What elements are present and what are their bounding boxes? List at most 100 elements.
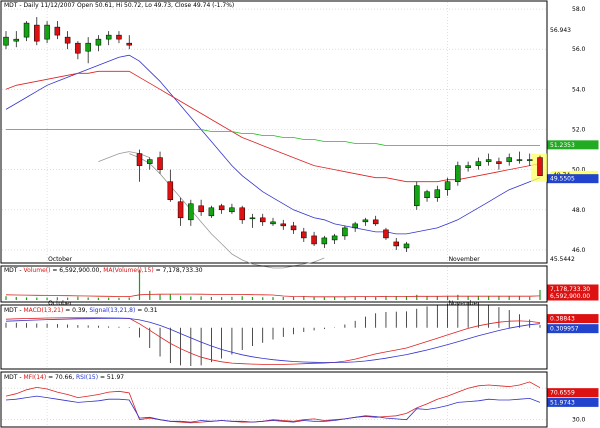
- price-tick-label: 56.0: [572, 46, 586, 53]
- price-badge-sma50-bg: [547, 140, 599, 150]
- candle-body: [465, 165, 471, 168]
- candle-body: [393, 241, 399, 247]
- mfi-rsi-grid: [2, 373, 546, 427]
- price-badge: 45.5442: [550, 256, 575, 263]
- candle-body: [424, 191, 430, 199]
- candle-body: [3, 36, 9, 46]
- candle-body: [485, 159, 492, 162]
- price-panel: OctoberNovemberDecember 58.056.054.052.0…: [0, 0, 599, 269]
- mfi-value: = 70.66,: [46, 374, 76, 381]
- price-title: MDT - Daily 11/12/2007 Open 50.61, Hi 50…: [4, 2, 234, 9]
- volume-title-prefix: MDT -: [4, 267, 23, 274]
- candle-body: [75, 42, 81, 54]
- candle-body: [290, 225, 297, 231]
- candle-body: [496, 161, 502, 164]
- candle-body: [157, 157, 163, 170]
- candle-body: [455, 165, 461, 182]
- candle-body: [352, 223, 358, 229]
- candle-body: [321, 237, 328, 245]
- candle-body: [64, 36, 71, 44]
- price-candles: [3, 17, 547, 252]
- series-sma-20: [5, 70, 541, 183]
- volume-ma-name: MA(Volume(),15): [103, 267, 154, 274]
- candle-body: [414, 185, 420, 207]
- mfi-line: [5, 381, 541, 424]
- candle-body: [506, 157, 512, 162]
- mfi-series-name: MFI(14): [23, 374, 46, 381]
- price-badge-sma50: 51.2353: [550, 142, 575, 149]
- candle-body: [362, 219, 369, 223]
- month-label-october: October: [48, 256, 73, 263]
- mfi-badge: 70.6559: [550, 390, 575, 397]
- candle-body: [372, 219, 379, 225]
- candle-body: [13, 38, 20, 42]
- candle-body: [434, 189, 441, 199]
- candle-body: [177, 201, 184, 219]
- volume-value: = 6,592,900.00,: [50, 267, 103, 274]
- candle-body: [167, 181, 174, 201]
- candle-body: [198, 205, 204, 213]
- price-tick-label: 54.0: [572, 86, 586, 93]
- signal-series-name: Signal(13,21,8): [89, 307, 135, 314]
- macd-axis: 0.38843 0.309957: [547, 314, 599, 334]
- volume-badge-ma: 7,178,733.30: [550, 286, 590, 293]
- volume-axis: 7,178,733.306,592,900.00: [547, 284, 599, 301]
- candle-body: [301, 231, 307, 239]
- rsi-series-name: RSI(15): [76, 374, 98, 381]
- macd-title: MDT - MACD(13,21) = 0.39, Signal(13,21,8…: [4, 307, 158, 314]
- price-tick-label: 48.0: [572, 207, 586, 214]
- macd-panel: 0.38843 0.309957 MDT - MACD(13,21) = 0.39…: [0, 301, 599, 370]
- volume-panel: OctoberNovemberDecember 7,178,733.306,59…: [0, 265, 599, 307]
- signal-badge: 0.309957: [550, 326, 579, 333]
- macd-title-prefix: MDT -: [4, 307, 23, 314]
- month-label-november: November: [449, 256, 481, 263]
- rsi-line: [5, 395, 541, 423]
- macd-line: [5, 317, 541, 365]
- macd-grid: [46, 306, 448, 368]
- price-badge-sma10-bg: [547, 174, 599, 184]
- candle-body: [23, 22, 30, 38]
- candle-body: [218, 205, 225, 211]
- candle-body: [85, 42, 91, 52]
- candle-body: [116, 34, 122, 40]
- rsi-badge: 51.9743: [550, 399, 575, 406]
- mfi-badge-bg: [547, 388, 599, 398]
- mfi-rsi-tick-label: 30.0: [572, 417, 586, 424]
- volume-ma-line: [5, 293, 541, 298]
- candle-body: [403, 243, 410, 249]
- mfi-rsi-axis: 30.0 70.6559 51.9743: [547, 388, 599, 424]
- candle-body: [280, 223, 287, 227]
- price-month-labels: OctoberNovemberDecember: [48, 256, 481, 263]
- rsi-badge-bg: [547, 397, 599, 407]
- macd-badge: 0.38843: [550, 316, 575, 323]
- signal-line: [5, 317, 541, 363]
- macd-series-name: MACD(13,21): [23, 307, 63, 314]
- candle-body: [331, 235, 338, 241]
- volume-series-name: Volume(): [23, 267, 50, 274]
- candle-body: [239, 207, 245, 221]
- candle-body: [537, 157, 543, 176]
- candle-body: [34, 24, 40, 42]
- volume-ma-value: = 7,178,733.30: [154, 267, 203, 274]
- candle-body: [126, 42, 132, 46]
- candle-body: [259, 217, 266, 223]
- candle-body: [188, 203, 194, 221]
- price-badge-sma10: 49.5505: [550, 176, 575, 183]
- mfi-rsi-panel: 30.0 70.6559 51.9743 MDT - MFI(14) = 70.66…: [0, 371, 599, 428]
- candle-body: [136, 153, 143, 166]
- mfi-title-prefix: MDT -: [4, 374, 23, 381]
- mfi-rsi-title: MDT - MFI(14) = 70.66, RSI(15) = 51.97: [4, 374, 124, 381]
- month-label-november: November: [449, 300, 481, 307]
- series-sma-10: [5, 54, 541, 235]
- price-tick-label: 50.0: [572, 167, 586, 174]
- rsi-value: = 51.97: [98, 374, 124, 381]
- macd-lines: [5, 317, 541, 365]
- candle-body: [95, 38, 102, 46]
- price-badge: 56.943: [550, 27, 571, 34]
- candle-body: [444, 181, 451, 190]
- candle-body: [516, 159, 523, 161]
- series-sma-50: [6, 129, 540, 147]
- mfi-rsi-lines: [5, 381, 541, 424]
- price-indicator-lines: [5, 54, 541, 269]
